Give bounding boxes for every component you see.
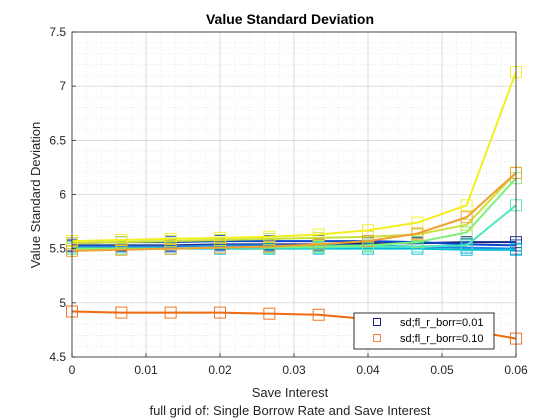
- data-point-marker: [263, 240, 276, 253]
- x-tick-label: 0.06: [504, 363, 528, 377]
- data-point-marker: [115, 234, 128, 246]
- data-point-marker: [411, 227, 424, 240]
- data-point-marker: [115, 243, 128, 256]
- chart-title: Value Standard Deviation: [206, 11, 374, 27]
- data-point-marker: [312, 238, 325, 251]
- series-line-8: [71, 172, 517, 252]
- series-line-6: [71, 172, 517, 245]
- x-axis-title: Save Interest: [252, 385, 329, 400]
- legend-marker-sd-fl-r-borr-0-10: [373, 334, 381, 342]
- y-tick-label: 5: [59, 296, 66, 310]
- data-point-marker: [460, 218, 473, 231]
- y-tick-label: 6: [59, 188, 66, 202]
- legend: sd;fl_r_borr=0.01 sd;fl_r_borr=0.10: [353, 312, 495, 350]
- data-point-marker: [362, 235, 374, 248]
- data-point-marker: [214, 306, 226, 319]
- data-point-marker: [312, 228, 325, 241]
- data-point-marker: [263, 230, 276, 243]
- chart-subtitle: full grid of: Single Borrow Rate and Sav…: [149, 403, 430, 418]
- ticks: 0 0.01 0.02 0.03 0.04 0.05 0.06 4.5 5 5.5 6 6.5 7 7.5: [49, 25, 528, 377]
- series-layer: [66, 66, 522, 345]
- data-point-marker: [214, 231, 226, 244]
- data-point-marker: [263, 307, 276, 320]
- data-point-marker: [115, 306, 128, 319]
- data-point-marker: [164, 232, 177, 245]
- series-8: [66, 166, 522, 257]
- data-point-marker: [460, 211, 473, 224]
- data-point-marker: [164, 306, 177, 319]
- data-point-marker: [411, 236, 424, 249]
- x-tick-label: 0.01: [134, 363, 158, 377]
- data-point-marker: [460, 199, 473, 212]
- data-point-marker: [214, 241, 226, 254]
- x-tick-label: 0.04: [356, 363, 380, 377]
- y-tick-label: 7.5: [49, 25, 66, 39]
- data-point-marker: [312, 308, 325, 321]
- y-tick-label: 4.5: [49, 350, 66, 364]
- data-point-marker: [460, 239, 473, 252]
- legend-marker-sd-fl-r-borr-0-01: [373, 318, 381, 326]
- x-tick-label: 0: [69, 363, 76, 377]
- y-tick-label: 5.5: [49, 242, 66, 256]
- y-axis-title: Value Standard Deviation: [28, 122, 43, 268]
- x-tick-label: 0.05: [430, 363, 454, 377]
- x-tick-label: 0.03: [282, 363, 306, 377]
- y-tick-label: 6.5: [49, 133, 66, 147]
- data-point-marker: [460, 226, 473, 239]
- legend-label-sd-fl-r-borr-0-01: sd;fl_r_borr=0.01: [400, 317, 483, 329]
- data-point-marker: [164, 242, 177, 255]
- series-line-7: [71, 71, 517, 243]
- y-tick-label: 7: [59, 79, 66, 93]
- legend-label-sd-fl-r-borr-0-10: sd;fl_r_borr=0.10: [400, 333, 483, 345]
- x-tick-label: 0.02: [208, 363, 232, 377]
